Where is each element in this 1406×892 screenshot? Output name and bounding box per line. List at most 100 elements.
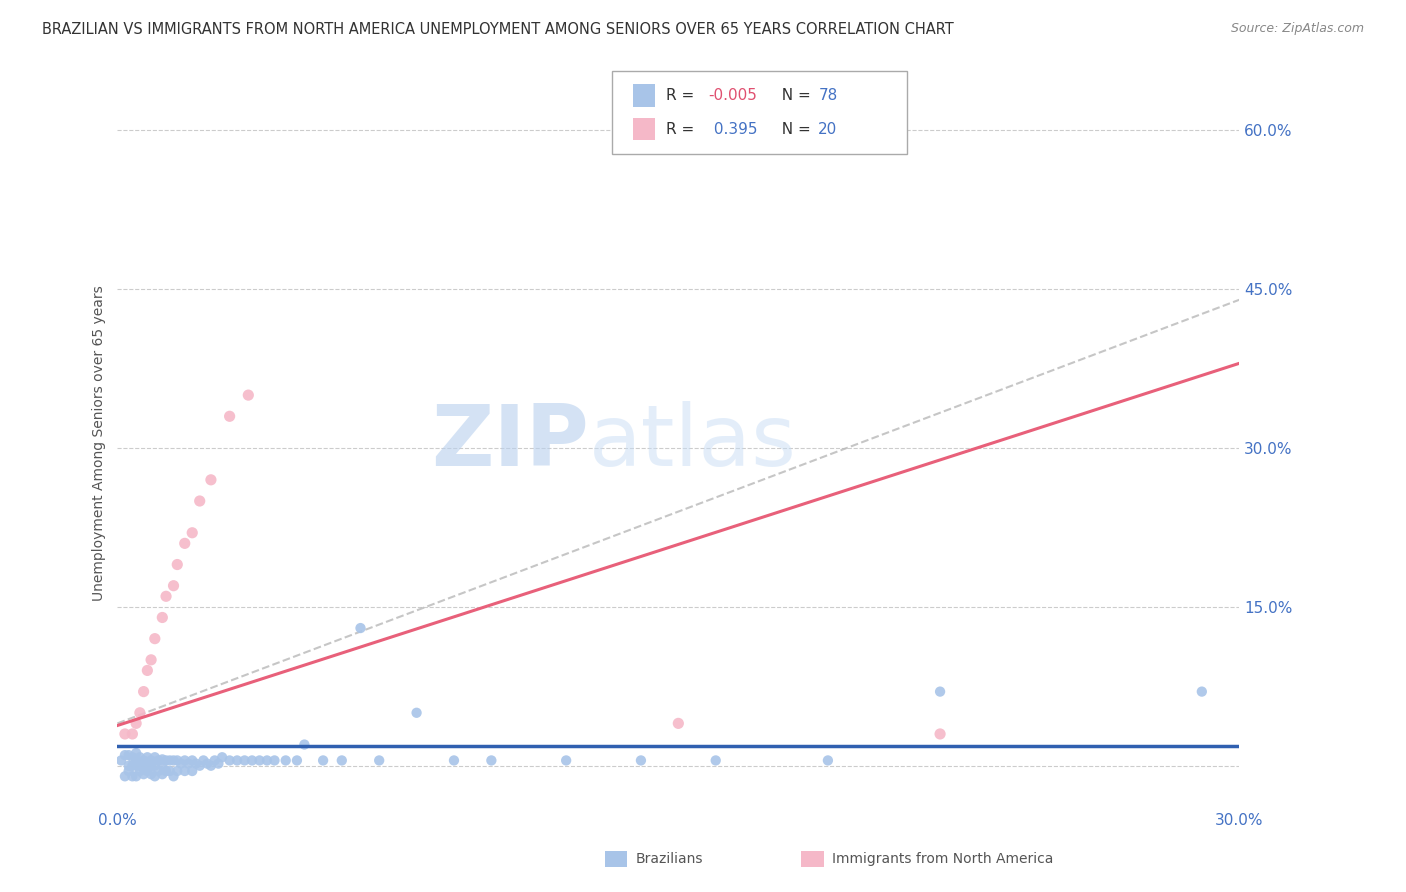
Text: N =: N = [772,88,815,103]
Point [817,753,839,767]
Point [121,727,143,741]
Point [162,753,184,767]
Point [240,753,263,767]
Point [125,758,148,772]
Point [125,753,148,767]
Point [159,753,181,767]
Point [479,753,502,767]
Point [294,738,316,752]
Point [704,753,727,767]
Point [233,753,256,767]
Point [148,753,170,767]
Point [155,764,177,778]
Point [929,684,952,698]
Point [150,767,173,781]
Point [330,753,353,767]
Point [666,716,689,731]
Point [238,388,260,402]
Point [555,753,578,767]
Point [118,758,141,772]
Point [181,753,204,767]
Text: atlas: atlas [589,401,797,484]
Point [155,753,177,767]
Text: Source: ZipAtlas.com: Source: ZipAtlas.com [1230,22,1364,36]
Point [114,727,136,741]
Point [118,748,141,763]
Point [166,753,188,767]
Point [285,753,308,767]
Text: Brazilians: Brazilians [636,852,703,866]
Text: Immigrants from North America: Immigrants from North America [832,852,1053,866]
Point [136,750,159,764]
Point [132,767,155,781]
Point [195,756,218,771]
Point [148,764,170,778]
Point [166,764,188,778]
Point [349,621,371,635]
Point [207,756,229,771]
Point [159,764,181,778]
Point [128,758,150,772]
Point [173,753,195,767]
Point [443,753,465,767]
Point [136,758,159,772]
Point [188,758,211,772]
Point [132,684,155,698]
Point [125,716,148,731]
Point [929,727,952,741]
Text: ZIP: ZIP [430,401,589,484]
Point [218,753,240,767]
Point [125,746,148,760]
Text: R =: R = [666,88,700,103]
Text: R =: R = [666,122,700,136]
Point [170,756,193,771]
Text: BRAZILIAN VS IMMIGRANTS FROM NORTH AMERICA UNEMPLOYMENT AMONG SENIORS OVER 65 YE: BRAZILIAN VS IMMIGRANTS FROM NORTH AMERI… [42,22,953,37]
Point [132,758,155,772]
Point [114,769,136,783]
Point [128,750,150,764]
Point [177,756,200,771]
Point [121,769,143,783]
Point [121,758,143,772]
Point [128,764,150,778]
Point [162,579,184,593]
Point [110,753,132,767]
Point [312,753,335,767]
Point [125,769,148,783]
Point [136,664,159,678]
Point [204,753,226,767]
Point [121,750,143,764]
Point [263,753,285,767]
Point [143,632,166,646]
Point [139,758,162,772]
Point [143,769,166,783]
Point [155,589,177,603]
Point [150,752,173,766]
Point [114,748,136,763]
Point [405,706,427,720]
Point [188,494,211,508]
Point [118,764,141,778]
Point [249,753,271,767]
Point [143,758,166,772]
Point [1191,684,1213,698]
Point [128,706,150,720]
Point [211,750,233,764]
Point [166,558,188,572]
Text: 78: 78 [818,88,838,103]
Point [139,767,162,781]
Point [193,753,215,767]
Point [226,753,249,767]
Point [274,753,297,767]
Text: 0.395: 0.395 [709,122,756,136]
Point [368,753,391,767]
Point [136,764,159,778]
Point [139,653,162,667]
Point [143,750,166,764]
Point [173,536,195,550]
Point [181,764,204,778]
Point [139,753,162,767]
Point [256,753,278,767]
Point [184,756,207,771]
Y-axis label: Unemployment Among Seniors over 65 years: Unemployment Among Seniors over 65 years [93,285,107,600]
